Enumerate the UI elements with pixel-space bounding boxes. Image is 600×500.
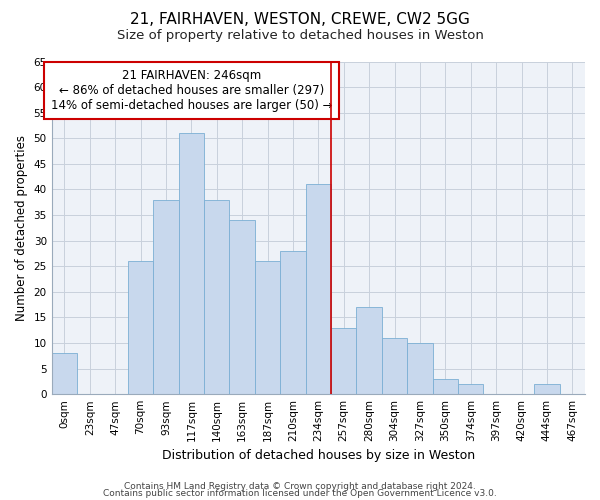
Text: 21, FAIRHAVEN, WESTON, CREWE, CW2 5GG: 21, FAIRHAVEN, WESTON, CREWE, CW2 5GG — [130, 12, 470, 28]
X-axis label: Distribution of detached houses by size in Weston: Distribution of detached houses by size … — [162, 450, 475, 462]
Bar — [407, 343, 433, 394]
Bar — [280, 251, 305, 394]
Bar — [433, 379, 458, 394]
Bar — [153, 200, 179, 394]
Bar — [255, 261, 280, 394]
Text: Size of property relative to detached houses in Weston: Size of property relative to detached ho… — [116, 29, 484, 42]
Bar — [128, 261, 153, 394]
Text: 21 FAIRHAVEN: 246sqm
← 86% of detached houses are smaller (297)
14% of semi-deta: 21 FAIRHAVEN: 246sqm ← 86% of detached h… — [50, 69, 332, 112]
Bar — [356, 307, 382, 394]
Bar — [229, 220, 255, 394]
Bar — [534, 384, 560, 394]
Bar — [305, 184, 331, 394]
Bar — [179, 133, 204, 394]
Y-axis label: Number of detached properties: Number of detached properties — [15, 135, 28, 321]
Text: Contains HM Land Registry data © Crown copyright and database right 2024.: Contains HM Land Registry data © Crown c… — [124, 482, 476, 491]
Bar — [382, 338, 407, 394]
Bar — [331, 328, 356, 394]
Bar — [458, 384, 484, 394]
Bar — [204, 200, 229, 394]
Text: Contains public sector information licensed under the Open Government Licence v3: Contains public sector information licen… — [103, 489, 497, 498]
Bar — [52, 353, 77, 394]
